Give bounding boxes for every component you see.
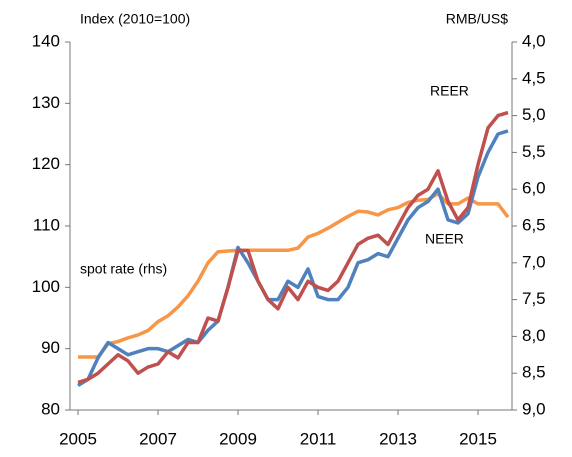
y2-tick-label: 5,5 — [522, 142, 546, 161]
series-label: spot rate (rhs) — [80, 261, 167, 277]
y2-axis-label: RMB/US$ — [446, 11, 508, 27]
y2-tick-label: 9,0 — [522, 399, 546, 418]
y2-tick-label: 4,5 — [522, 68, 546, 87]
series-label: REER — [430, 83, 469, 99]
y-tick-label: 120 — [32, 154, 60, 173]
series-line — [78, 191, 510, 359]
x-tick-label: 2007 — [139, 429, 177, 448]
y-tick-label: 130 — [32, 93, 60, 112]
y2-tick-label: 8,5 — [522, 363, 546, 382]
y2-tick-label: 4,0 — [522, 31, 546, 50]
y-axis-label: Index (2010=100) — [80, 11, 190, 27]
y-tick-label: 140 — [32, 31, 60, 50]
y2-tick-label: 6,0 — [522, 179, 546, 198]
y2-tick-label: 8,0 — [522, 326, 546, 345]
x-tick-label: 2009 — [219, 429, 257, 448]
series-line — [77, 129, 509, 387]
y2-tick-label: 7,5 — [522, 289, 546, 308]
series-line — [77, 110, 509, 385]
y2-tick-label: 6,5 — [522, 215, 546, 234]
y2-tick-label: 7,0 — [522, 252, 546, 271]
y2-tick-label: 5,0 — [522, 105, 546, 124]
x-tick-label: 2015 — [459, 429, 497, 448]
x-tick-label: 2013 — [379, 429, 417, 448]
y-tick-label: 80 — [41, 399, 60, 418]
y-tick-label: 100 — [32, 277, 60, 296]
y-tick-label: 90 — [41, 338, 60, 357]
x-tick-label: 2005 — [59, 429, 97, 448]
x-tick-label: 2011 — [300, 429, 337, 448]
y-tick-label: 110 — [33, 215, 60, 234]
series-label: NEER — [425, 231, 464, 247]
